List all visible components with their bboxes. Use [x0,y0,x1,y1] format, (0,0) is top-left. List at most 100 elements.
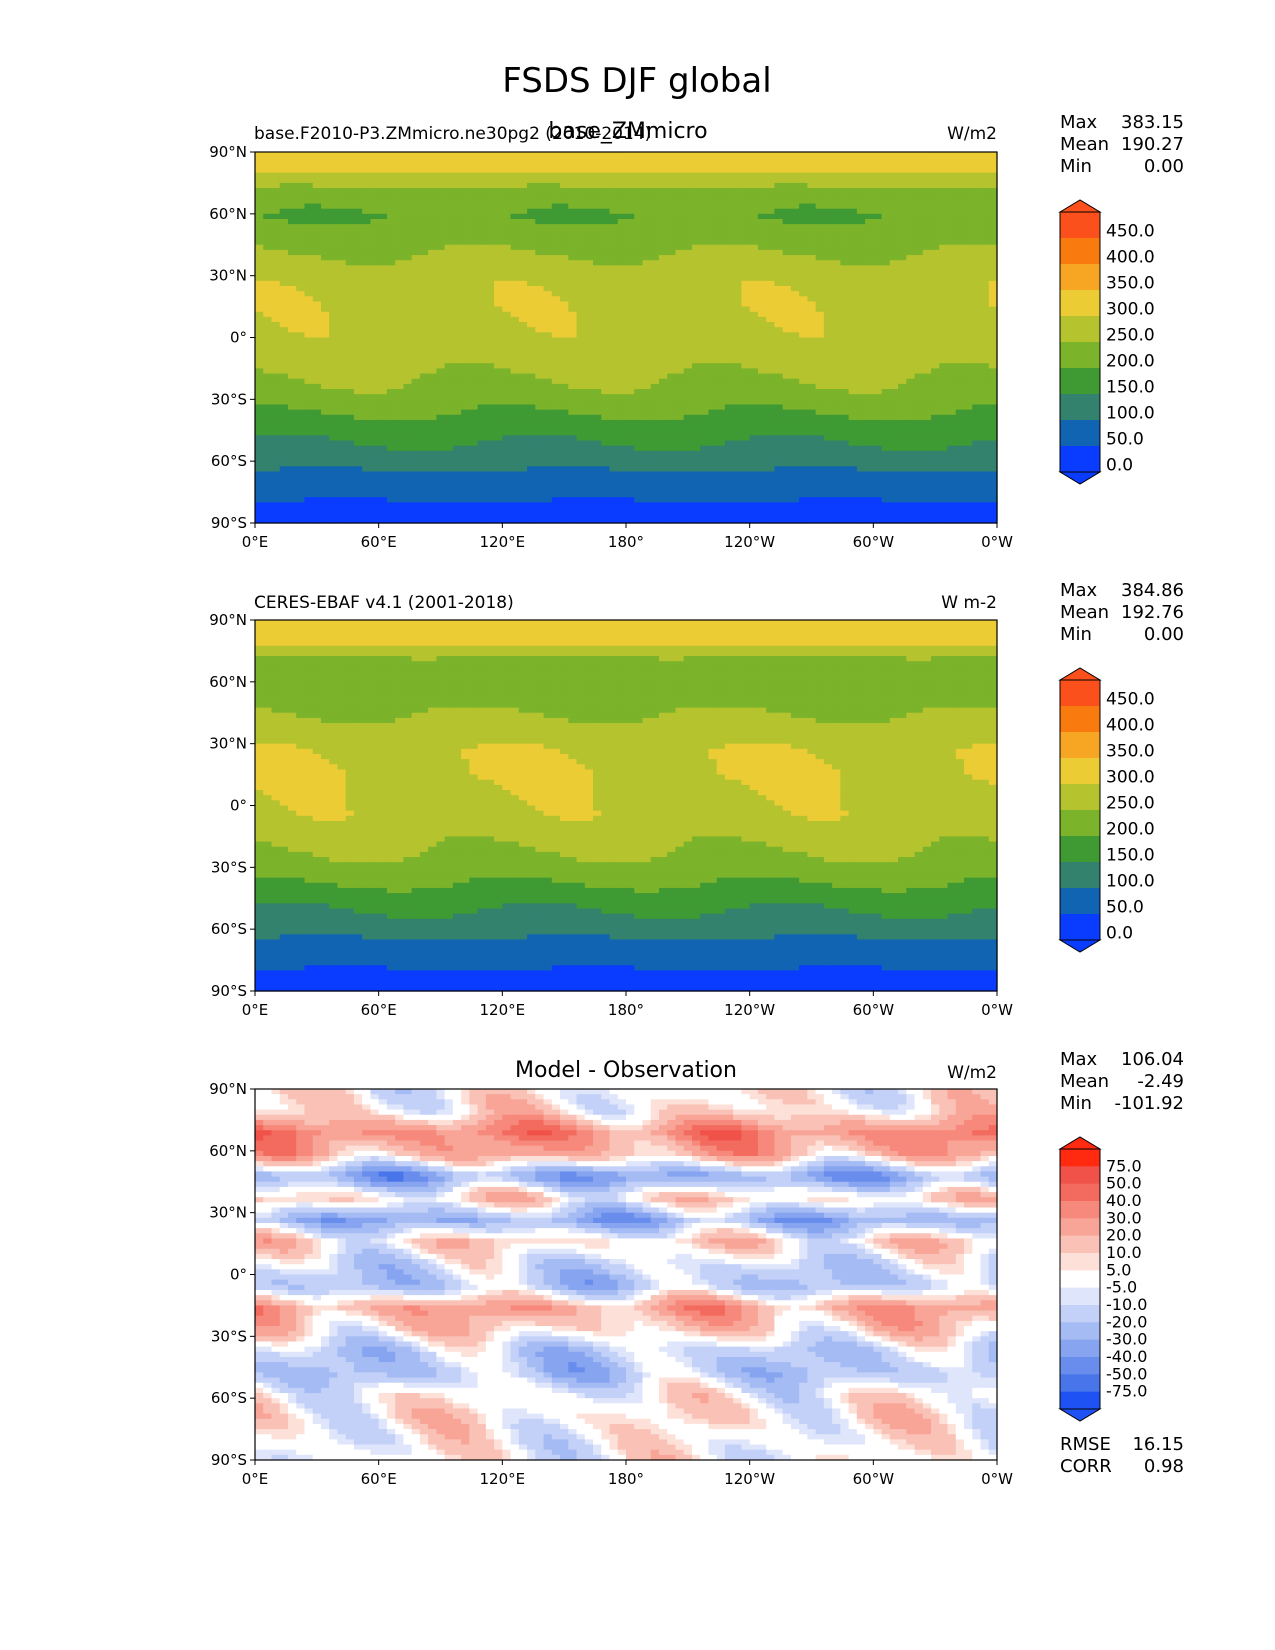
map-cell [296,260,306,266]
map-cell [683,280,693,287]
map-cell [922,342,932,349]
map-cell [395,306,404,313]
map-cell [642,255,652,261]
map-cell [889,311,899,318]
map-cell [667,358,677,364]
map-cell [395,425,404,431]
map-cell [988,311,998,318]
map-cell [494,265,503,272]
map-cell [419,152,429,158]
map-cell [576,244,586,251]
map-cell [873,229,883,236]
map-cell [469,430,479,436]
map-field [255,152,998,524]
map-cell [782,260,792,266]
map-cell [370,203,380,210]
map-cell [955,193,965,199]
map-cell [914,358,924,364]
map-cell [560,347,569,354]
map-cell [782,203,792,210]
map-cell [428,239,437,246]
map-cell [807,239,817,246]
map-cell [617,404,627,411]
map-cell [452,316,462,323]
map-cell [353,265,363,272]
map-cell [477,296,487,303]
map-cell [741,306,751,313]
map-cell [411,409,421,416]
map-cell [279,255,289,261]
map-cell [716,244,726,251]
map-cell [815,327,825,333]
map-cell [634,182,644,189]
map-cell [560,389,569,395]
map-cell [667,213,677,220]
map-cell [980,322,990,328]
map-cell [419,342,429,349]
map-cell [428,172,437,179]
map-cell [823,218,833,225]
map-cell [279,311,289,318]
map-cell [782,399,792,406]
map-cell [757,301,767,308]
map-cell [601,394,611,400]
map-cell [255,430,264,436]
map-cell [749,425,759,431]
map-cell [964,378,973,385]
map-cell [329,296,339,303]
map-cell [881,218,891,225]
map-cell [922,363,932,370]
map-cell [345,435,355,442]
map-cell [865,224,874,230]
map-cell [840,244,850,251]
map-cell [370,332,380,339]
map-cell [584,193,594,199]
map-cell [848,229,858,236]
map-cell [345,291,355,297]
map-cell [683,419,693,426]
map-cell [757,404,767,411]
map-cell [716,162,726,169]
map-cell [601,352,611,359]
map-cell [658,229,668,236]
map-cell [560,430,569,436]
map-cell [411,311,421,318]
map-cell [914,203,924,210]
map-cell [378,182,388,189]
map-cell [733,301,743,308]
map-cell [799,208,808,215]
map-cell [444,352,454,359]
map-cell [790,193,800,199]
map-cell [436,218,446,225]
map-cell [650,301,660,308]
map-cell [988,285,998,292]
map-cell [370,280,380,287]
map-cell [436,316,446,323]
map-cell [667,291,677,297]
map-cell [485,352,495,359]
map-cell [370,275,380,282]
map-cell [733,358,743,364]
map-cell [362,157,372,163]
map-cell [881,280,891,287]
map-cell [708,162,718,169]
map-cell [955,414,965,421]
map-cell [527,414,536,421]
map-cell [543,306,553,313]
map-cell [271,296,281,303]
map-cell [510,363,520,370]
map-cell [766,285,775,292]
map-cell [691,322,701,328]
map-cell [320,363,330,370]
map-cell [898,389,907,395]
map-cell [543,280,553,287]
map-cell [494,316,503,323]
map-cell [881,152,891,158]
map-cell [700,306,710,313]
map-cell [898,383,907,390]
map-cell [510,399,520,406]
map-cell [782,229,792,236]
map-cell [790,157,800,163]
map-cell [626,265,635,272]
map-cell [419,229,429,236]
